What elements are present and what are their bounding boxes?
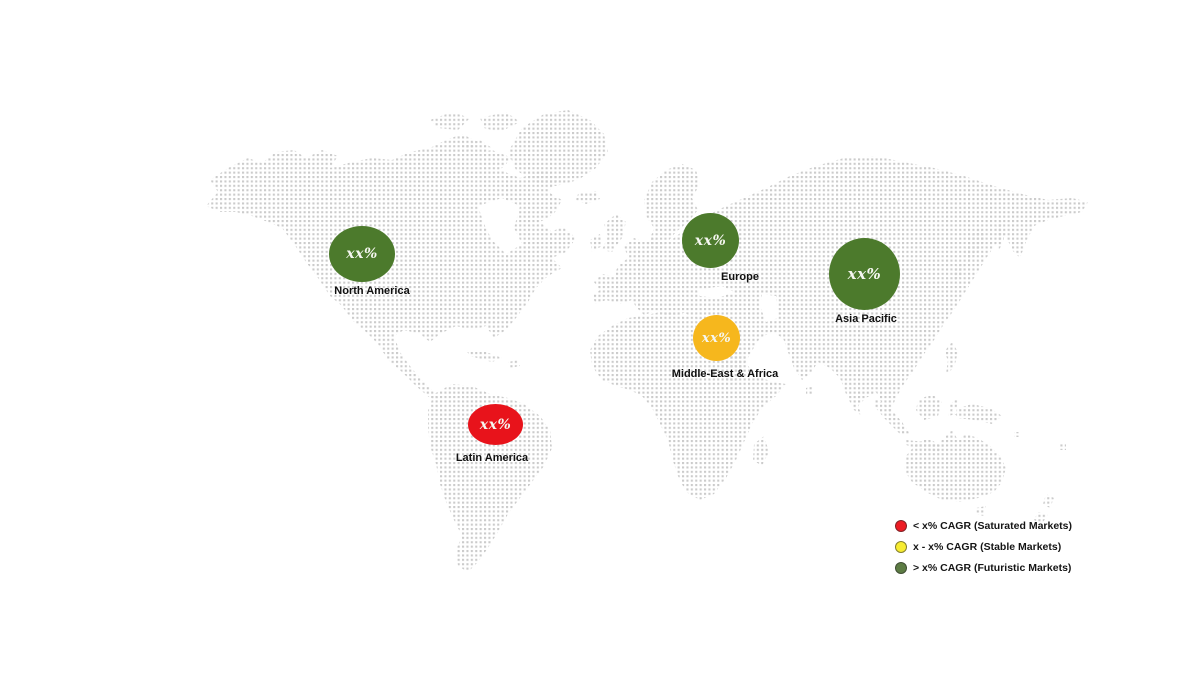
legend-item-stable: x - x% CAGR (Stable Markets) xyxy=(895,540,1072,554)
region-label-asia-pacific: Asia Pacific xyxy=(835,313,897,325)
madagascar xyxy=(753,436,769,466)
sri-lanka xyxy=(806,386,813,395)
bubble-value: xx% xyxy=(479,416,512,433)
japan xyxy=(952,220,1004,282)
legend-label: > x% CAGR (Futuristic Markets) xyxy=(913,562,1072,574)
bubble-value: xx% xyxy=(701,330,732,346)
legend-item-saturated: < x% CAGR (Saturated Markets) xyxy=(895,519,1072,533)
legend-marker-yellow-circle xyxy=(895,541,907,553)
legend-marker-green-circle xyxy=(895,562,907,574)
legend-label: x - x% CAGR (Stable Markets) xyxy=(913,541,1062,553)
pacific-islands xyxy=(1014,432,1066,450)
bubble-value: xx% xyxy=(847,265,882,283)
bubble-value: xx% xyxy=(346,246,378,262)
legend-marker-red-circle xyxy=(895,520,907,532)
arctic-islands xyxy=(430,112,520,156)
region-label-europe: Europe xyxy=(721,271,759,283)
legend-item-futuristic: > x% CAGR (Futuristic Markets) xyxy=(895,561,1072,575)
bubble-latin-america: xx% xyxy=(468,404,523,445)
continent-australia xyxy=(904,430,1006,516)
caribbean-islands xyxy=(466,350,520,368)
british-isles xyxy=(590,214,626,252)
bubble-value: xx% xyxy=(694,232,727,249)
bubble-europe: xx% xyxy=(682,213,739,268)
region-label-latin-america: Latin America xyxy=(455,452,529,464)
continent-africa xyxy=(590,312,786,500)
greenland xyxy=(508,110,608,186)
cagr-legend: < x% CAGR (Saturated Markets) x - x% CAG… xyxy=(895,519,1072,582)
legend-label: < x% CAGR (Saturated Markets) xyxy=(913,520,1073,532)
bubble-north-america: xx% xyxy=(329,226,395,282)
region-label-middle-east-africa: Middle-East & Africa xyxy=(671,368,779,380)
scandinavia xyxy=(644,164,700,252)
bubble-middle-east-africa: xx% xyxy=(693,315,740,361)
region-label-north-america: North America xyxy=(334,285,410,297)
iceland xyxy=(576,191,600,204)
bubble-asia-pacific: xx% xyxy=(829,238,900,310)
new-zealand xyxy=(1034,494,1054,524)
